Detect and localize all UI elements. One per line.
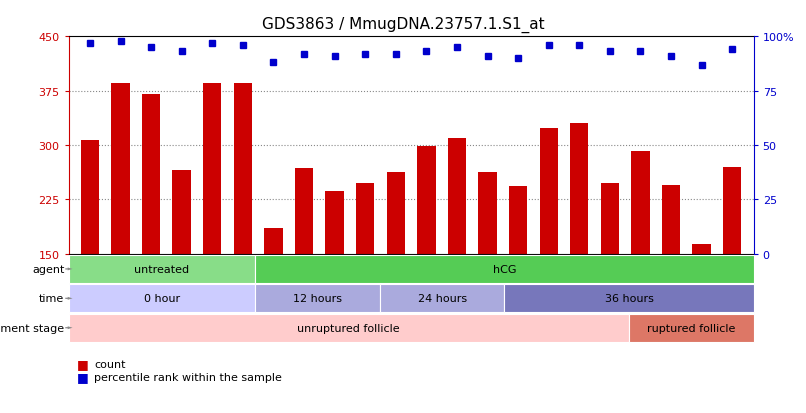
Text: hCG: hCG bbox=[492, 264, 516, 274]
Bar bbox=[478, 173, 496, 254]
Bar bbox=[234, 84, 252, 254]
Bar bbox=[295, 169, 314, 254]
Bar bbox=[509, 187, 527, 254]
Text: time: time bbox=[39, 294, 64, 304]
Bar bbox=[203, 84, 222, 254]
Bar bbox=[256, 285, 380, 313]
Text: 36 hours: 36 hours bbox=[604, 294, 654, 304]
Bar bbox=[81, 140, 99, 254]
Bar bbox=[662, 185, 680, 254]
Bar bbox=[539, 129, 558, 254]
Bar bbox=[631, 151, 650, 254]
Bar bbox=[418, 147, 435, 254]
Bar bbox=[356, 183, 374, 254]
Text: ■: ■ bbox=[77, 370, 89, 384]
Bar bbox=[69, 285, 256, 313]
Bar bbox=[264, 229, 283, 254]
Text: 24 hours: 24 hours bbox=[418, 294, 467, 304]
Text: unruptured follicle: unruptured follicle bbox=[297, 323, 400, 333]
Bar bbox=[723, 167, 742, 254]
Bar bbox=[111, 84, 130, 254]
Bar bbox=[69, 255, 256, 283]
Text: GDS3863 / MmugDNA.23757.1.S1_at: GDS3863 / MmugDNA.23757.1.S1_at bbox=[262, 17, 544, 33]
Text: count: count bbox=[94, 359, 126, 369]
Bar bbox=[380, 285, 505, 313]
Bar bbox=[600, 183, 619, 254]
Text: development stage: development stage bbox=[0, 323, 64, 333]
Bar bbox=[387, 173, 405, 254]
Text: ■: ■ bbox=[77, 357, 89, 370]
Text: 12 hours: 12 hours bbox=[293, 294, 342, 304]
Bar bbox=[256, 255, 754, 283]
Bar bbox=[692, 244, 711, 254]
Bar bbox=[69, 314, 629, 342]
Text: agent: agent bbox=[32, 264, 64, 274]
Bar bbox=[448, 138, 466, 254]
Bar bbox=[172, 171, 191, 254]
Text: 0 hour: 0 hour bbox=[143, 294, 180, 304]
Bar bbox=[326, 191, 344, 254]
Bar bbox=[142, 95, 160, 254]
Text: untreated: untreated bbox=[135, 264, 189, 274]
Bar bbox=[629, 314, 754, 342]
Text: ruptured follicle: ruptured follicle bbox=[647, 323, 736, 333]
Bar bbox=[505, 285, 754, 313]
Bar bbox=[570, 124, 588, 254]
Text: percentile rank within the sample: percentile rank within the sample bbox=[94, 372, 282, 382]
